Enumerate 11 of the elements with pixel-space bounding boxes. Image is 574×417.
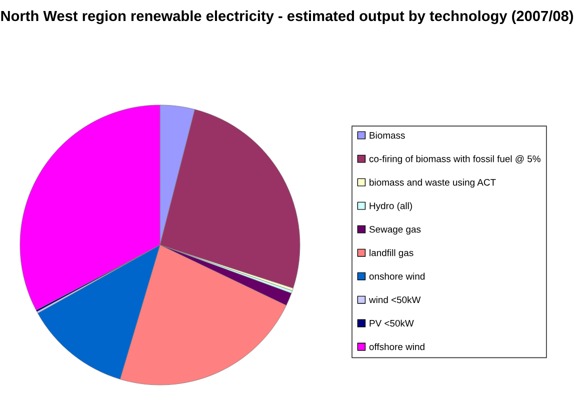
legend-label: co-firing of biomass with fossil fuel @ 5%	[369, 155, 540, 164]
legend-label: offshore wind	[369, 343, 424, 350]
legend-label: PV <50kW	[370, 320, 414, 327]
legend-label: wind <50kW	[368, 296, 421, 304]
legend-label: biomass and waste using ACT	[370, 178, 496, 188]
chart-title: North West region renewable electricity - estimated output by technology (2007/08)	[1, 10, 574, 24]
legend-label: Hydro (all)	[370, 202, 412, 212]
legend-label: Sewage gas	[369, 226, 421, 235]
legend-label: Biomass	[370, 132, 405, 139]
legend-label: landfill gas	[370, 249, 414, 258]
legend-label: onshore wind	[369, 272, 425, 280]
